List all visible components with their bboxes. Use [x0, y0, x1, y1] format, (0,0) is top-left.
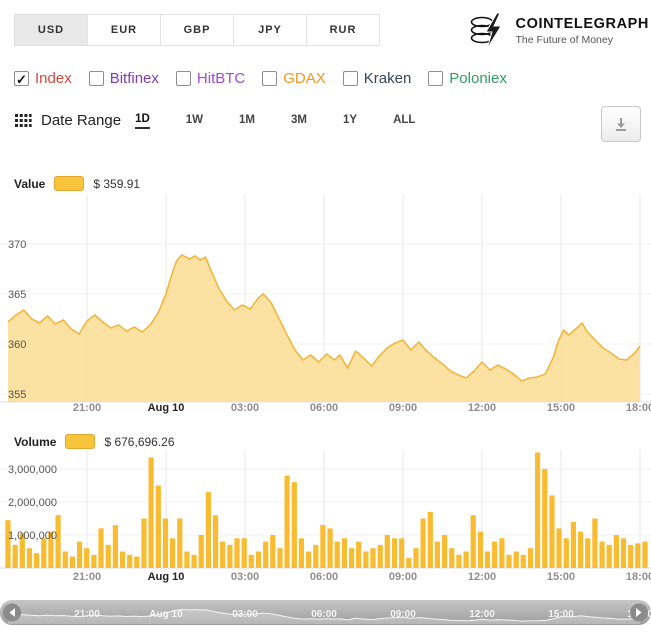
- kraken-checkbox[interactable]: [342, 71, 358, 86]
- value-chart-header: Value $ 359.91: [14, 176, 140, 191]
- index-checkbox[interactable]: ✓: [14, 71, 29, 87]
- hitbtc-checkbox[interactable]: [175, 71, 191, 86]
- currency-tab-jpy[interactable]: JPY: [233, 14, 307, 46]
- volume-chart-title: Volume: [14, 434, 57, 449]
- svg-text:12:00: 12:00: [469, 609, 495, 620]
- svg-text:18:00: 18:00: [626, 402, 651, 414]
- currency-tab-eur[interactable]: EUR: [87, 14, 161, 46]
- date-range-label: Date Range: [41, 112, 122, 129]
- currency-tab-usd[interactable]: USD: [14, 14, 88, 46]
- filter-hitbtc[interactable]: HitBTC: [175, 70, 246, 87]
- svg-text:Aug 10: Aug 10: [148, 571, 185, 583]
- svg-text:3,000,000: 3,000,000: [8, 464, 57, 476]
- download-button[interactable]: [601, 106, 641, 142]
- value-legend-swatch: [54, 176, 85, 191]
- svg-text:370: 370: [8, 239, 26, 251]
- filter-index-label: Index: [35, 70, 72, 87]
- svg-text:21:00: 21:00: [74, 609, 100, 620]
- filter-bitfinex-label: Bitfinex: [109, 70, 159, 87]
- svg-text:21:00: 21:00: [73, 402, 101, 414]
- svg-text:09:00: 09:00: [389, 571, 417, 583]
- filter-kraken[interactable]: Kraken: [342, 70, 412, 87]
- download-icon: [616, 118, 626, 131]
- logo-title: COINTELEGRAPH: [515, 16, 649, 32]
- range-option-all[interactable]: ALL: [393, 113, 416, 126]
- volume-chart-header: Volume $ 676,696.26: [14, 434, 175, 449]
- value-current-price: $ 359.91: [93, 176, 141, 191]
- svg-text:15:00: 15:00: [547, 402, 575, 414]
- range-option-3m[interactable]: 3M: [291, 113, 307, 126]
- svg-text:06:00: 06:00: [310, 571, 338, 583]
- range-option-1w[interactable]: 1W: [185, 113, 204, 126]
- filter-gdax[interactable]: GDAX: [262, 70, 326, 87]
- filter-poloniex[interactable]: Poloniex: [428, 70, 507, 87]
- svg-text:21:00: 21:00: [73, 571, 101, 583]
- currency-tabs: USD EUR GBP JPY RUR: [14, 14, 380, 46]
- svg-text:Aug 10: Aug 10: [148, 402, 185, 414]
- currency-tab-gbp[interactable]: GBP: [160, 14, 234, 46]
- date-range-row: Date Range 1D 1W 1M 3M 1Y ALL: [14, 112, 451, 129]
- svg-text:Aug 10: Aug 10: [149, 609, 183, 620]
- cointelegraph-logo: COINTELEGRAPH The Future of Money: [467, 10, 649, 52]
- svg-text:365: 365: [8, 289, 26, 301]
- filter-gdax-label: GDAX: [283, 70, 326, 87]
- range-option-1y[interactable]: 1Y: [342, 113, 358, 126]
- coin-stack-bolt-icon: [470, 12, 502, 50]
- logo-tagline: The Future of Money: [515, 34, 613, 46]
- filter-poloniex-label: Poloniex: [449, 70, 507, 87]
- calendar-icon: [15, 114, 32, 127]
- svg-text:03:00: 03:00: [231, 402, 259, 414]
- svg-text:18:00: 18:00: [626, 571, 651, 583]
- svg-text:15:00: 15:00: [548, 609, 574, 620]
- filter-hitbtc-label: HitBTC: [196, 70, 246, 87]
- range-option-1m[interactable]: 1M: [239, 113, 255, 126]
- svg-text:09:00: 09:00: [390, 609, 416, 620]
- svg-text:12:00: 12:00: [468, 571, 496, 583]
- svg-text:360: 360: [8, 339, 26, 351]
- filter-bitfinex[interactable]: Bitfinex: [88, 70, 159, 87]
- volume-legend-swatch: [65, 434, 96, 449]
- volume-current-value: $ 676,696.26: [104, 434, 175, 449]
- range-option-1d[interactable]: 1D: [135, 113, 150, 129]
- svg-text:09:00: 09:00: [389, 402, 417, 414]
- poloniex-checkbox[interactable]: [428, 71, 444, 86]
- svg-text:2,000,000: 2,000,000: [8, 497, 57, 509]
- value-chart-title: Value: [14, 176, 46, 191]
- price-area-chart[interactable]: 21:00 Aug 10 03:00 06:00 09:00 12:00 15:00 18:0…: [0, 190, 651, 418]
- bitfinex-checkbox[interactable]: [88, 71, 104, 86]
- gdax-checkbox[interactable]: [262, 71, 278, 86]
- currency-tab-rur[interactable]: RUR: [306, 14, 380, 46]
- exchange-filters: ✓ Index Bitfinex HitBTC GDAX Kraken Polo…: [14, 70, 507, 87]
- svg-text:12:00: 12:00: [468, 402, 496, 414]
- svg-text:1,000,000: 1,000,000: [8, 530, 57, 542]
- volume-bar-chart[interactable]: 21:00 Aug 10 03:00 06:00 09:00 12:00 15:00 18:0…: [0, 450, 651, 588]
- svg-text:06:00: 06:00: [310, 402, 338, 414]
- svg-text:06:00: 06:00: [311, 609, 337, 620]
- svg-text:355: 355: [8, 389, 26, 401]
- svg-text:15:00: 15:00: [547, 571, 575, 583]
- svg-text:03:00: 03:00: [232, 609, 258, 620]
- svg-text:03:00: 03:00: [231, 571, 259, 583]
- filter-kraken-label: Kraken: [363, 70, 412, 87]
- filter-index[interactable]: ✓ Index: [14, 70, 72, 87]
